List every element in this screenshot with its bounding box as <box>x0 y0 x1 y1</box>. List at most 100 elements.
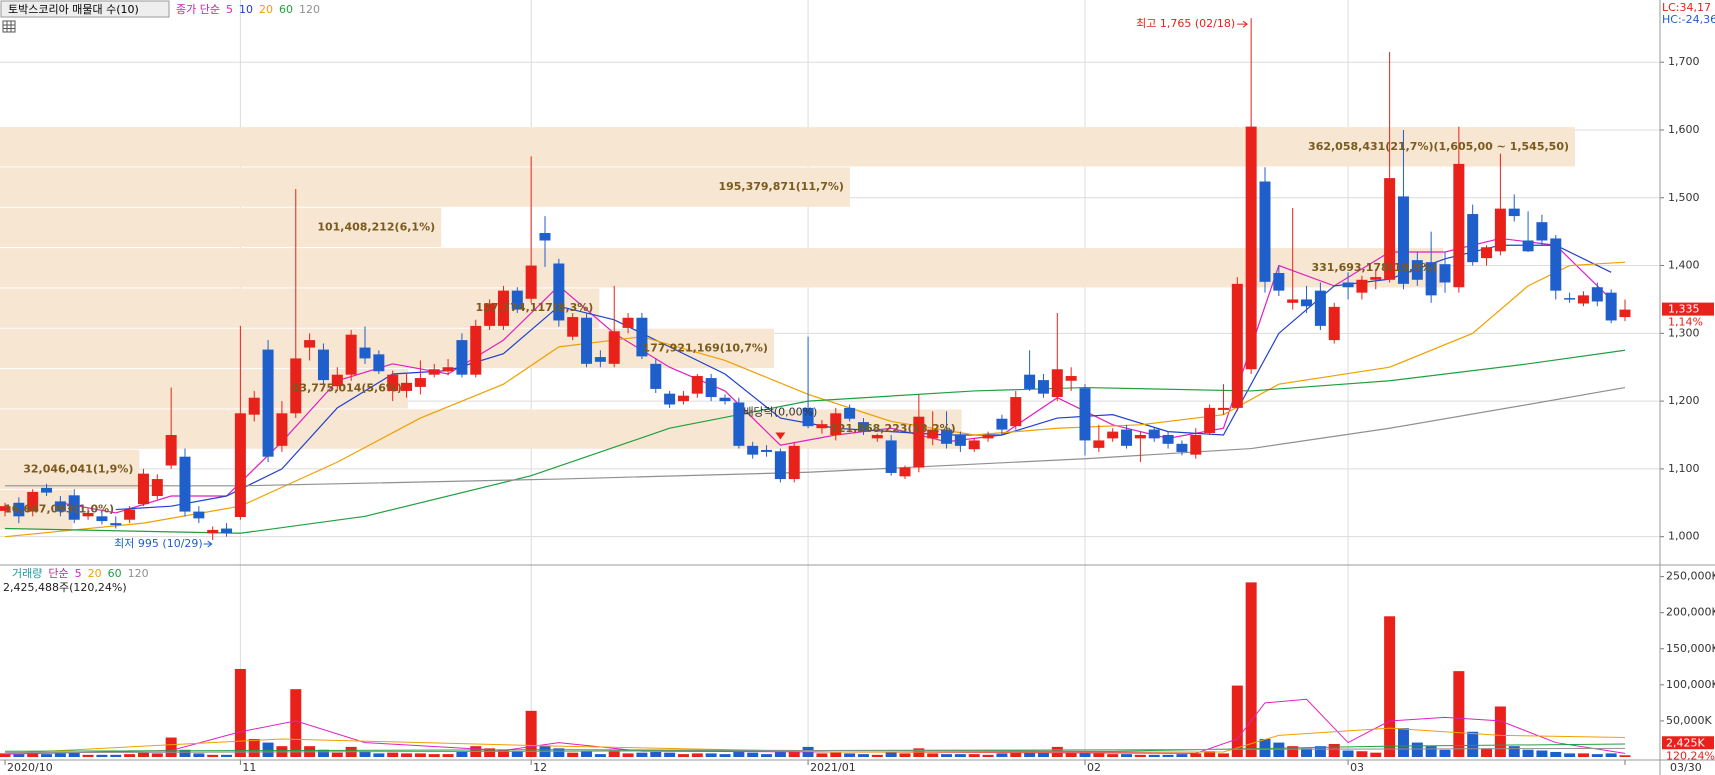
volume-bar <box>857 754 869 757</box>
volume-bar <box>1356 751 1368 757</box>
candle-body <box>359 347 371 359</box>
candle-body <box>1176 443 1188 452</box>
volume-bar <box>456 751 468 757</box>
candle-body <box>442 367 454 372</box>
candle-body <box>0 506 11 511</box>
y-tick-label: 100,000K <box>1666 678 1715 691</box>
volume-bar <box>1121 754 1133 757</box>
candle-body <box>899 467 911 477</box>
candle-body <box>1134 435 1146 439</box>
volume-bar <box>567 752 579 757</box>
legend-entry: 5 <box>226 3 233 16</box>
dividend-marker <box>775 432 786 440</box>
volume-bar <box>1176 754 1188 757</box>
volume-bar <box>387 752 399 757</box>
candle-body <box>927 429 939 439</box>
volume-bar <box>1287 746 1299 757</box>
volume-bar <box>1065 752 1077 757</box>
candle-body <box>539 233 551 241</box>
volume-bar <box>497 749 509 757</box>
x-tick-label: 03 <box>1350 761 1364 774</box>
volume-bar <box>1190 753 1202 757</box>
candle-body <box>594 357 606 362</box>
volume-bar <box>774 751 786 757</box>
candle-body <box>1411 260 1423 280</box>
candle-body <box>761 449 773 452</box>
candle-body <box>788 445 800 480</box>
candle-body <box>1217 407 1229 410</box>
candle-body <box>401 382 413 391</box>
candle-body <box>373 354 385 372</box>
candle-body <box>1453 163 1465 288</box>
volume-bar <box>996 753 1008 757</box>
title-box <box>0 0 170 18</box>
volume-bar <box>1453 671 1465 757</box>
candle-body <box>525 265 537 299</box>
candle-body <box>622 317 634 328</box>
legend-entry: 60 <box>279 3 293 16</box>
last-volume-box <box>1662 736 1714 750</box>
volume-bar <box>1619 755 1631 757</box>
x-tick-label: 02 <box>1087 761 1101 774</box>
candle-body <box>1591 287 1603 302</box>
candle-body <box>331 374 343 387</box>
candle-body <box>1508 208 1520 217</box>
volume-bar <box>193 753 205 757</box>
volume-bar <box>234 668 246 757</box>
candle-body <box>1051 369 1063 398</box>
y-tick-label: 1,300 <box>1668 326 1700 339</box>
candle-body <box>1342 282 1354 288</box>
candle-body <box>41 487 53 493</box>
table-icon[interactable] <box>2 20 16 33</box>
volume-profile-label: 101,408,212(6,1%) <box>317 220 435 233</box>
candle-body <box>664 393 676 405</box>
volume-bar <box>1605 753 1617 757</box>
candle-body <box>165 435 177 466</box>
volume-bar <box>636 752 648 757</box>
candle-body <box>719 397 731 402</box>
candle-body <box>1148 429 1160 439</box>
volume-bar <box>96 754 108 757</box>
candle-body <box>1231 283 1243 408</box>
volume-bar <box>442 754 454 757</box>
volume-profile-label: 137,774,117(8,3%) <box>476 301 594 314</box>
volume-bar <box>1384 616 1396 757</box>
volume-bar <box>1162 754 1174 757</box>
volume-bar <box>664 752 676 757</box>
candle-body <box>428 369 440 375</box>
candle-body <box>636 317 648 357</box>
volume-profile-label: 16,647,093(1,0%) <box>4 503 114 516</box>
candle-body <box>982 435 994 439</box>
legend-entry: 5 <box>75 567 82 580</box>
volume-bar <box>1522 749 1534 757</box>
candle-body <box>179 456 191 512</box>
volume-profile-label: 195,379,871(11,7%) <box>718 180 843 193</box>
candle-body <box>1536 222 1548 241</box>
volume-bar <box>124 754 136 757</box>
candle-body <box>1273 273 1285 291</box>
volume-bar <box>1591 754 1603 757</box>
volume-bar <box>733 751 745 757</box>
volume-bar <box>677 754 689 757</box>
candle-body <box>1093 440 1105 448</box>
candle-body <box>1121 429 1133 446</box>
candle-body <box>1079 388 1091 441</box>
y-tick-label: 1,400 <box>1668 259 1700 272</box>
candle-body <box>304 340 316 348</box>
hc-label: HC:-24,36 <box>1662 13 1715 26</box>
volume-bar <box>1231 685 1243 757</box>
candle-body <box>1467 214 1479 263</box>
volume-bar <box>608 750 620 757</box>
volume-bar <box>414 753 426 757</box>
volume-bar <box>68 752 80 757</box>
volume-profile-label: 362,058,431(21,7%)(1,605,00 ~ 1,545,50) <box>1308 140 1569 153</box>
candle-body <box>96 516 108 522</box>
volume-bar <box>207 754 219 757</box>
volume-bar <box>968 754 980 757</box>
candle-body <box>1287 299 1299 303</box>
volume-bar <box>1245 582 1257 757</box>
candle-body <box>262 349 274 457</box>
volume-bar <box>359 751 371 757</box>
volume-profile-band <box>0 248 1443 288</box>
